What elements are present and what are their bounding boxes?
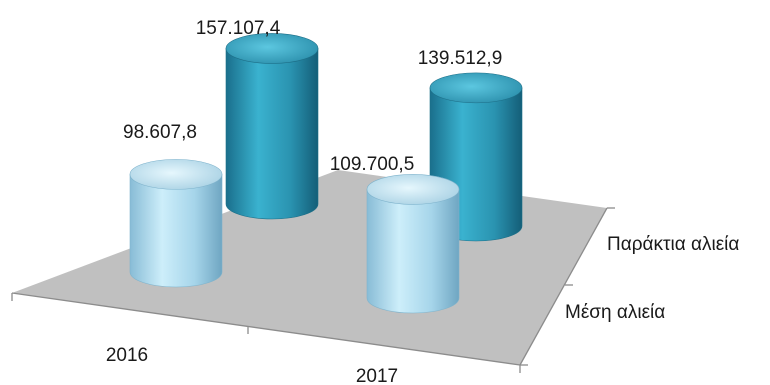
- data-label: 139.512,9: [418, 48, 503, 69]
- series-label: Μέση αλιεία: [565, 302, 665, 323]
- cylinder-bar: [366, 174, 460, 314]
- cylinder-top: [366, 174, 460, 205]
- cylinder-body: [225, 48, 319, 220]
- cylinder-top: [129, 159, 223, 190]
- cylinder-bar: [129, 159, 223, 288]
- series-label: Παράκτια αλιεία: [607, 234, 739, 255]
- category-axis-line: [11, 292, 521, 366]
- cylinder-body: [366, 189, 460, 314]
- category-label: 2016: [106, 345, 148, 366]
- axes: [11, 207, 615, 373]
- cylinder-top: [429, 72, 523, 104]
- category-label: 2017: [356, 366, 398, 385]
- cylinder-body: [129, 174, 223, 288]
- cylinder-bar: [225, 33, 319, 220]
- series-axis-line: [519, 207, 608, 366]
- cylinders: [129, 33, 523, 314]
- data-label: 157.107,4: [196, 18, 281, 39]
- data-label: 109.700,5: [330, 154, 415, 175]
- cylinder-top: [225, 33, 319, 64]
- data-label: 98.607,8: [123, 122, 197, 143]
